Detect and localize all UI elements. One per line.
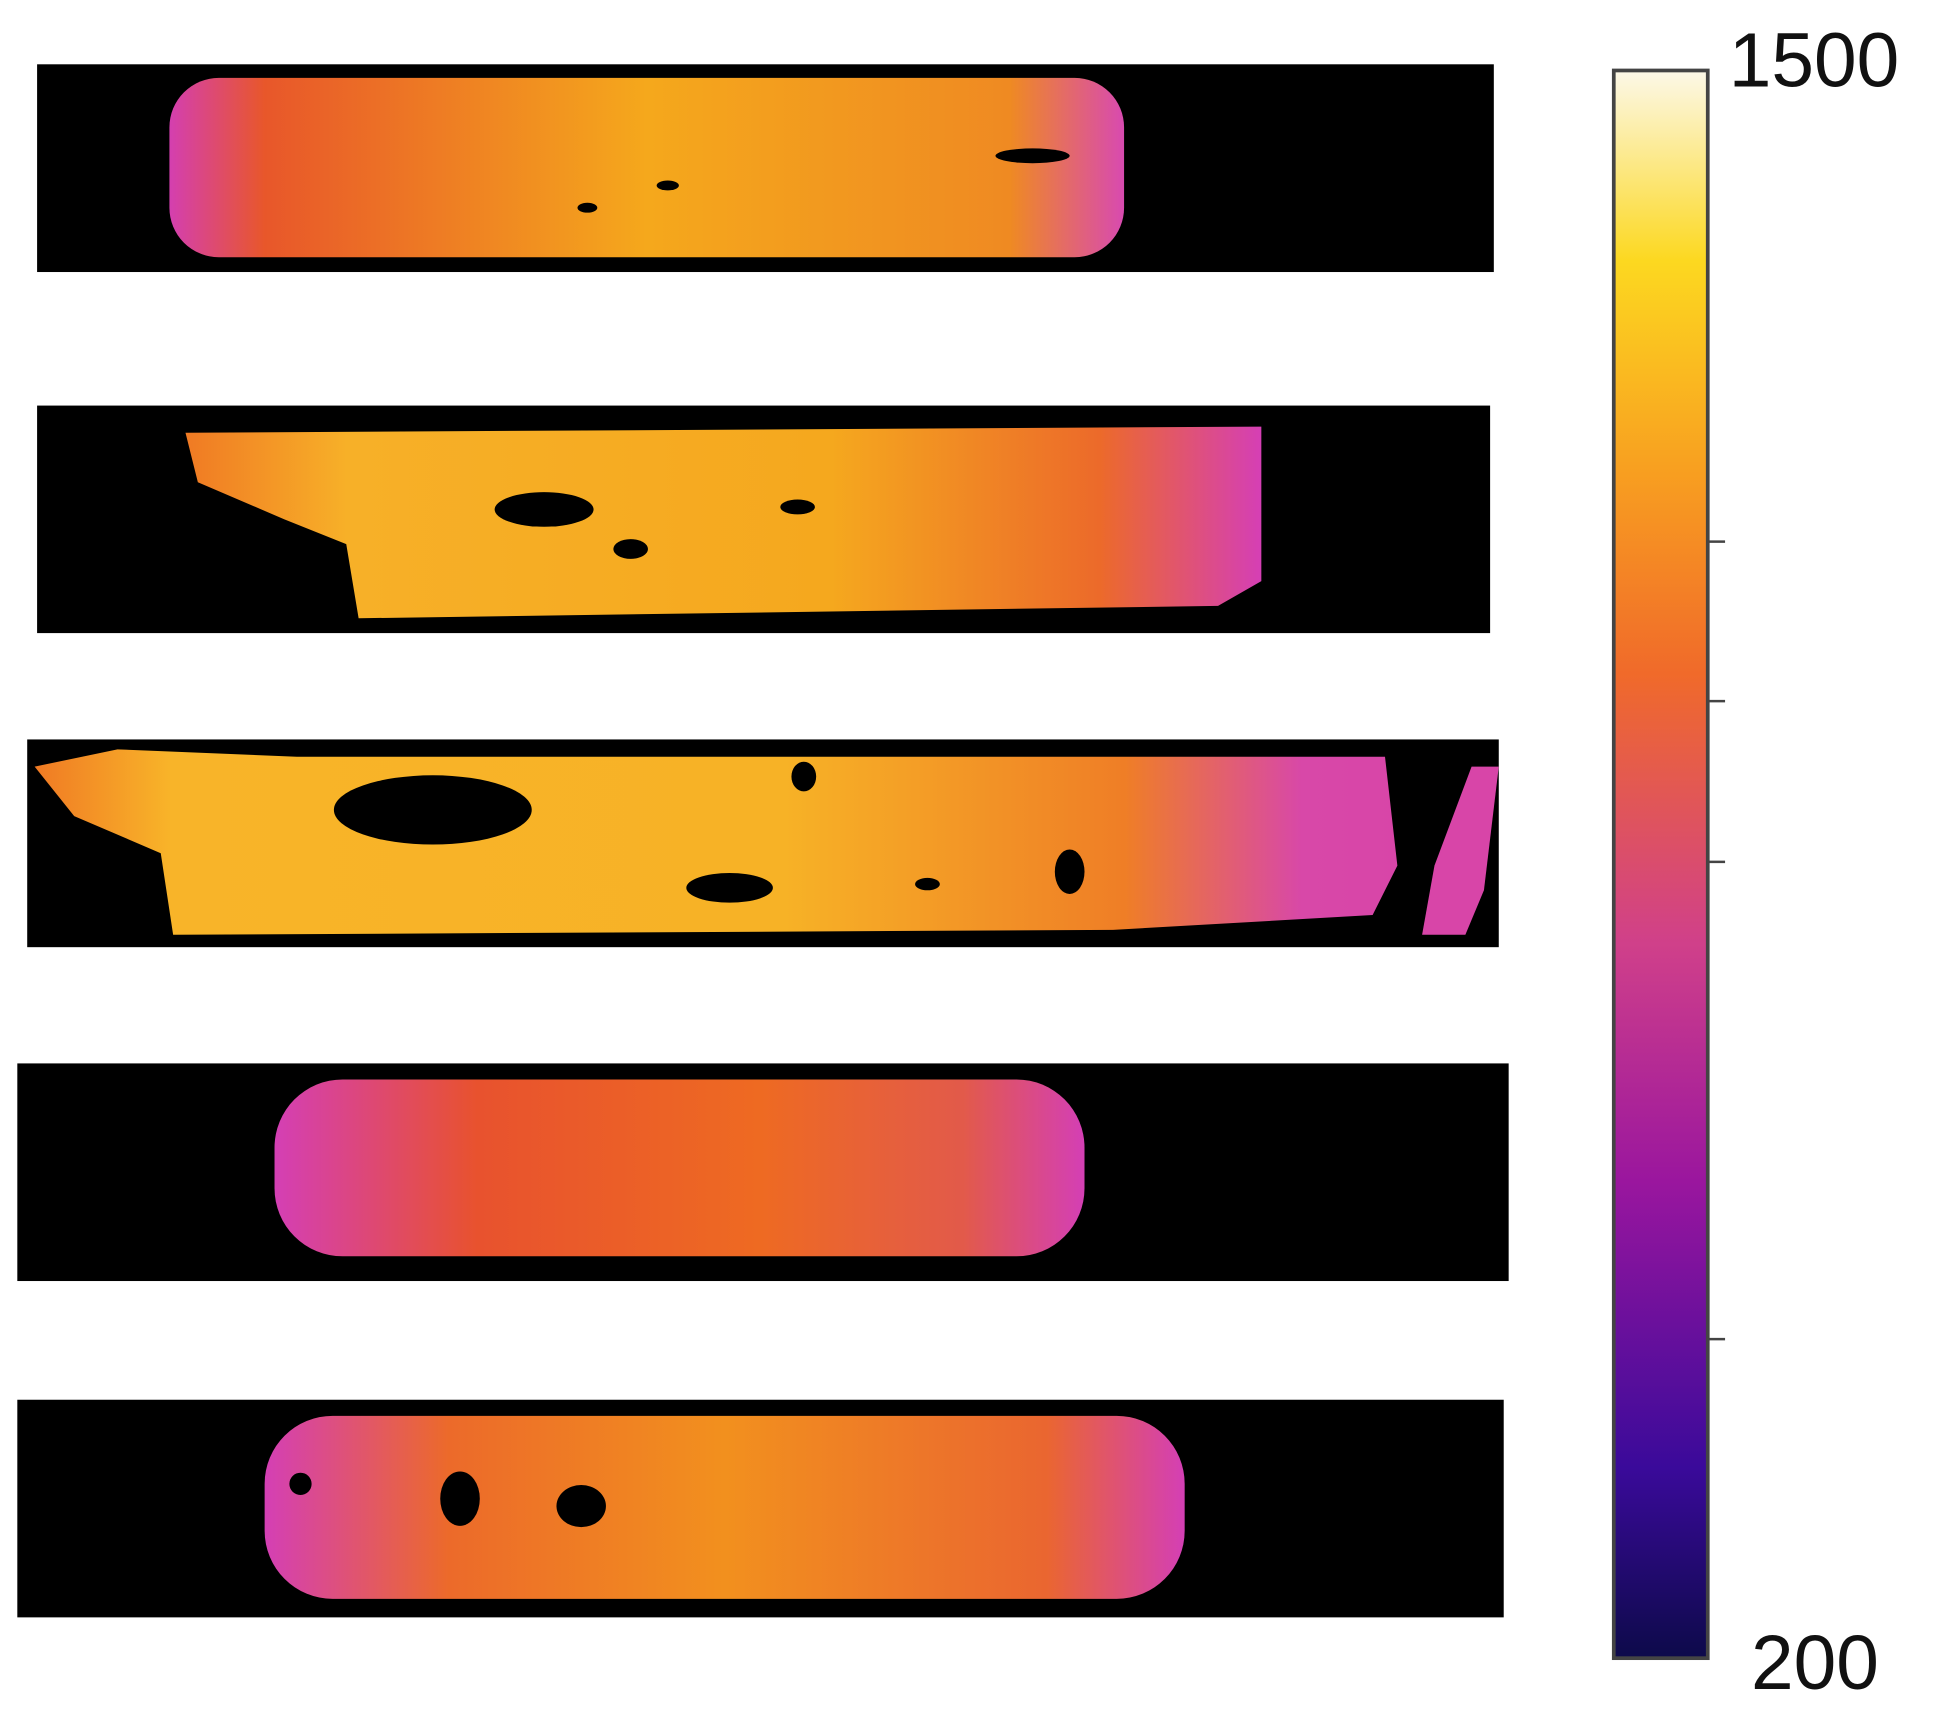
colorbar-max-label: 1500: [1729, 19, 1900, 104]
defects: [494, 492, 815, 559]
sample: [1422, 766, 1499, 935]
defects: [333, 761, 1085, 903]
sample: [169, 77, 1125, 258]
sample: [34, 749, 1398, 935]
defects: [577, 148, 1070, 213]
colorbar-ticks: [1707, 540, 1726, 1341]
sample: [264, 1415, 1185, 1599]
sample: [274, 1079, 1085, 1257]
colorbar-min-label: 200: [1751, 1621, 1879, 1706]
colorbar: [1611, 68, 1710, 1661]
sample: [185, 426, 1262, 619]
defects: [289, 1471, 606, 1528]
